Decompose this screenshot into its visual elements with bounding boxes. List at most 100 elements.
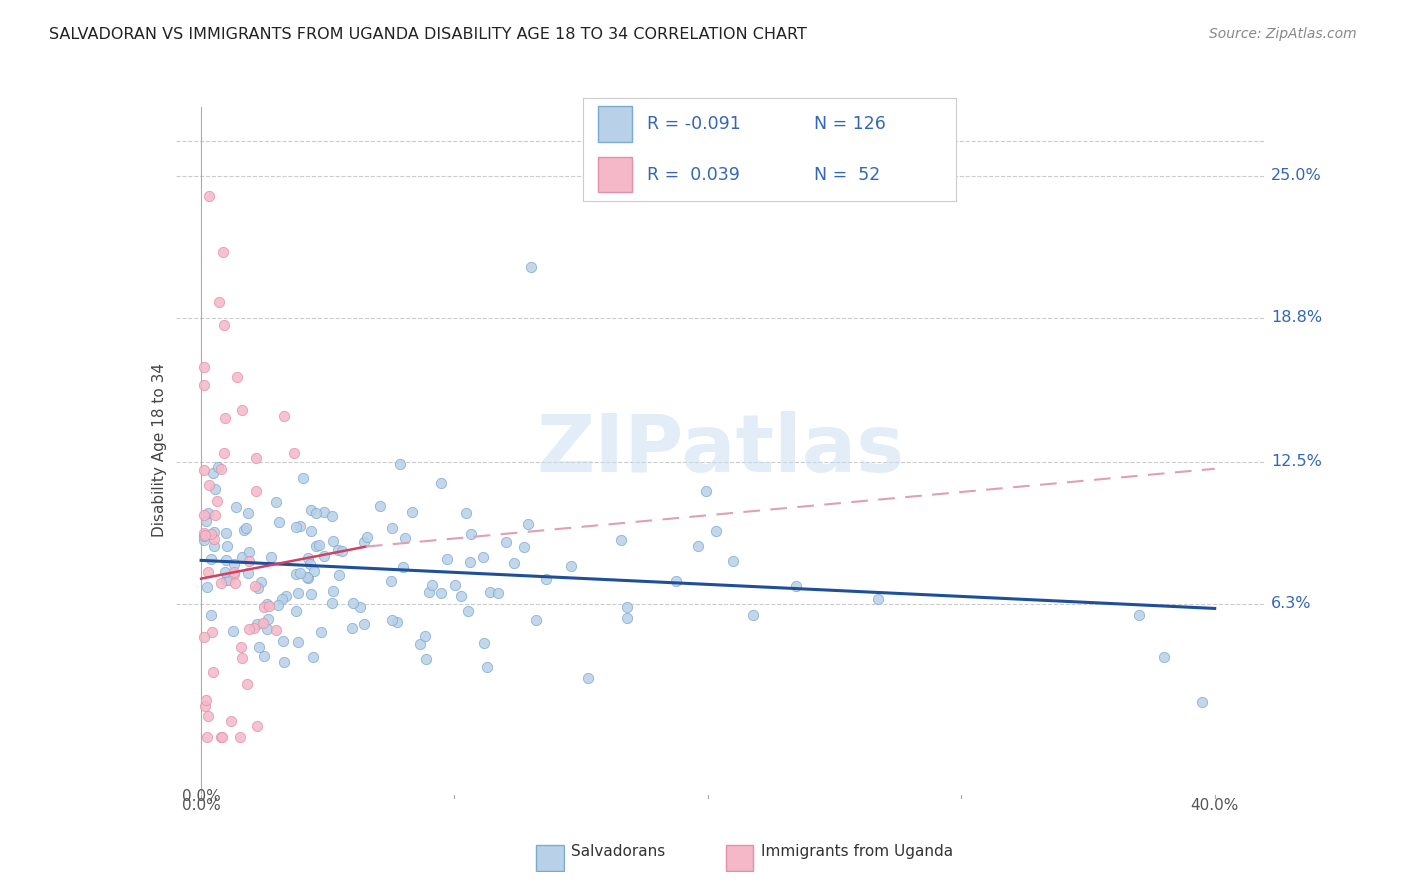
Point: [247, 582, 270, 596]
Point: [454, 506, 477, 520]
Point: [245, 579, 267, 593]
Point: [197, 565, 219, 579]
FancyBboxPatch shape: [599, 157, 631, 193]
Point: [380, 574, 402, 589]
Point: [304, 564, 326, 578]
Point: [401, 505, 423, 519]
Point: [576, 671, 599, 685]
Point: [495, 534, 517, 549]
Point: [287, 635, 309, 649]
Point: [273, 655, 295, 669]
Point: [516, 516, 538, 531]
Point: [283, 446, 305, 460]
Point: [260, 549, 283, 564]
Point: [616, 599, 638, 614]
Point: [436, 551, 458, 566]
Point: [209, 730, 232, 744]
Point: [228, 730, 250, 744]
Point: [243, 621, 266, 635]
Point: [200, 551, 222, 566]
Point: [415, 652, 437, 666]
Point: [305, 507, 328, 521]
Point: [253, 648, 276, 663]
Point: [1128, 608, 1150, 623]
Point: [418, 584, 440, 599]
Point: [225, 370, 247, 384]
Point: [245, 451, 267, 466]
Point: [284, 566, 307, 581]
Point: [193, 360, 215, 375]
Point: [264, 624, 287, 638]
Point: [314, 505, 336, 519]
Point: [270, 592, 292, 607]
FancyBboxPatch shape: [536, 846, 564, 871]
Point: [224, 576, 246, 591]
Point: [285, 520, 308, 534]
Point: [236, 507, 259, 521]
Point: [1191, 695, 1213, 709]
Point: [193, 377, 215, 392]
Text: Source: ZipAtlas.com: Source: ZipAtlas.com: [1209, 27, 1357, 41]
Point: [460, 527, 482, 541]
Point: [267, 598, 290, 612]
Point: [209, 575, 232, 590]
Point: [297, 571, 319, 585]
Point: [257, 612, 280, 626]
Point: [212, 446, 235, 460]
Point: [204, 482, 226, 496]
Point: [534, 572, 557, 586]
Point: [328, 543, 350, 558]
Point: [245, 617, 267, 632]
Point: [742, 608, 765, 623]
Text: Salvadorans: Salvadorans: [571, 845, 665, 859]
Point: [205, 493, 228, 508]
Point: [195, 580, 218, 594]
Point: [330, 544, 353, 558]
Point: [328, 568, 350, 582]
Point: [231, 640, 253, 655]
Point: [201, 625, 224, 640]
Point: [276, 589, 298, 603]
Text: 12.5%: 12.5%: [1271, 454, 1322, 469]
Point: [214, 566, 236, 580]
Point: [222, 566, 245, 580]
Point: [394, 532, 416, 546]
FancyBboxPatch shape: [725, 846, 754, 871]
Point: [231, 403, 253, 417]
Point: [222, 624, 245, 638]
Point: [201, 665, 224, 680]
Point: [610, 533, 633, 548]
Point: [381, 613, 404, 627]
Point: [413, 629, 436, 643]
Point: [193, 529, 215, 543]
Point: [215, 526, 238, 541]
Point: [231, 550, 253, 565]
Point: [288, 518, 311, 533]
Point: [302, 649, 325, 664]
Text: 18.8%: 18.8%: [1271, 310, 1322, 326]
Point: [224, 567, 246, 582]
Point: [256, 597, 278, 611]
Point: [342, 596, 364, 610]
Point: [194, 514, 217, 528]
Point: [194, 699, 217, 714]
Point: [252, 599, 274, 614]
Point: [197, 189, 219, 203]
Point: [256, 623, 278, 637]
Point: [202, 532, 225, 546]
Point: [195, 730, 218, 744]
Point: [391, 559, 413, 574]
Point: [785, 579, 807, 593]
Point: [321, 596, 343, 610]
FancyBboxPatch shape: [599, 106, 631, 142]
Text: R = -0.091: R = -0.091: [647, 115, 741, 133]
Point: [215, 553, 238, 567]
Point: [486, 586, 509, 600]
Point: [211, 730, 233, 744]
Text: 0.0%: 0.0%: [181, 798, 221, 814]
Point: [457, 604, 479, 618]
Point: [238, 554, 260, 568]
Point: [443, 577, 465, 591]
Point: [305, 539, 328, 553]
Point: [212, 318, 235, 332]
